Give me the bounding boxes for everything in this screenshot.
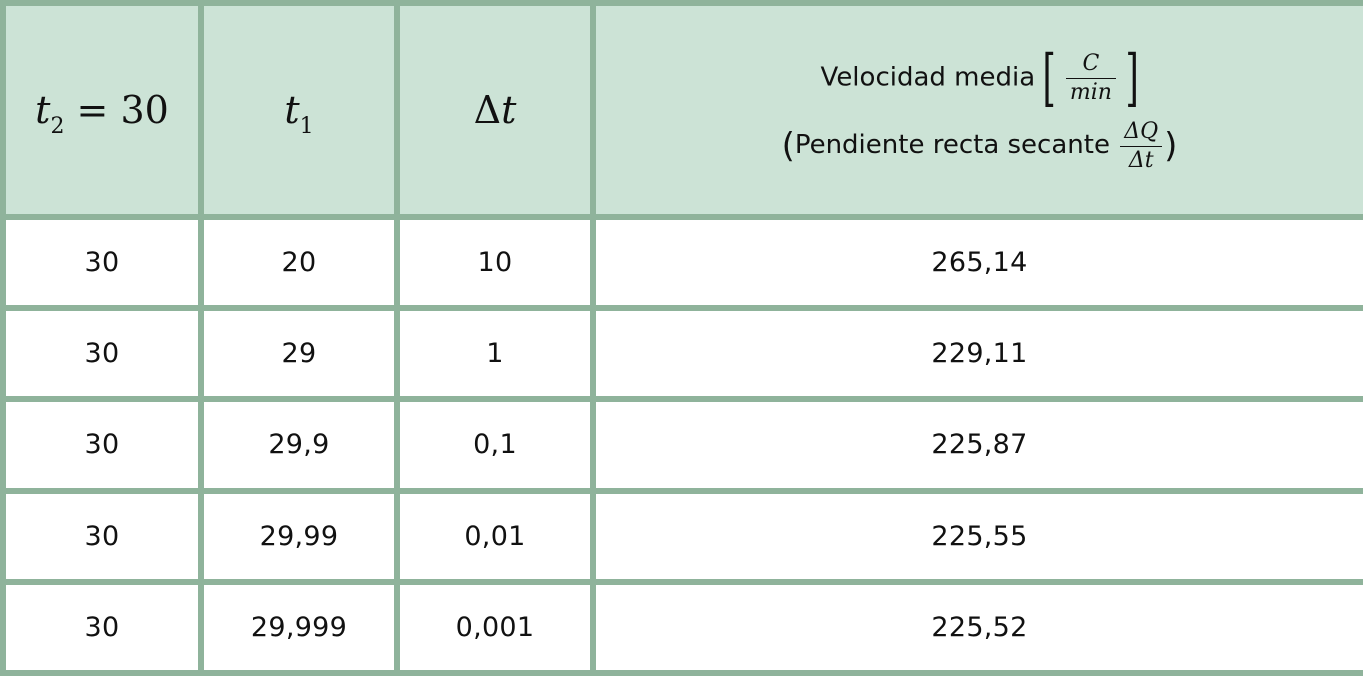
cell-t2: 30 bbox=[0, 487, 204, 585]
cell-t1: 29 bbox=[198, 305, 400, 403]
right-bracket: ] bbox=[1125, 41, 1139, 115]
cell-delta-t: 0,01 bbox=[394, 487, 596, 585]
cell-delta-t: 0,001 bbox=[394, 578, 596, 676]
header-t1: t1 bbox=[198, 0, 400, 220]
t1-symbol: t bbox=[284, 88, 300, 132]
t2-symbol: t bbox=[35, 88, 51, 132]
cell-t2: 30 bbox=[0, 578, 204, 676]
header-row: t2 = 30 t1 Δt Vel bbox=[0, 0, 1363, 220]
cell-velocity: 225,55 bbox=[590, 487, 1363, 585]
cell-delta-t: 10 bbox=[394, 213, 596, 312]
unit-denominator: min bbox=[1069, 79, 1112, 105]
cell-t2: 30 bbox=[0, 396, 204, 494]
cell-velocity: 229,11 bbox=[590, 305, 1363, 403]
delta-t-var: t bbox=[501, 88, 517, 132]
t2-value: = 30 bbox=[76, 88, 169, 132]
table-row: 30 20 10 265,14 bbox=[0, 213, 1363, 312]
cell-delta-t: 1 bbox=[394, 305, 596, 403]
cell-t2: 30 bbox=[0, 213, 204, 312]
table-row: 30 29 1 229,11 bbox=[0, 305, 1363, 403]
left-bracket: [ bbox=[1042, 41, 1057, 115]
cell-t1: 29,9 bbox=[198, 396, 400, 494]
header-delta-t: Δt bbox=[394, 0, 596, 220]
header-t2: t2 = 30 bbox=[0, 0, 204, 220]
left-paren: ( bbox=[781, 126, 795, 166]
right-paren: ) bbox=[1164, 126, 1178, 166]
table-row: 30 29,9 0,1 225,87 bbox=[0, 396, 1363, 494]
delta-symbol: Δ bbox=[473, 88, 502, 132]
velocity-label: Velocidad media bbox=[820, 62, 1036, 93]
cell-t1: 29,99 bbox=[198, 487, 400, 585]
cell-velocity: 225,52 bbox=[590, 578, 1363, 676]
cell-t1: 29,999 bbox=[198, 578, 400, 676]
table-row: 30 29,999 0,001 225,52 bbox=[0, 578, 1363, 676]
unit-fraction: C min bbox=[1065, 51, 1116, 105]
slope-fraction: ΔQ Δt bbox=[1120, 119, 1163, 173]
secant-label: Pendiente recta secante bbox=[794, 130, 1110, 161]
header-velocity: Velocidad media [ C min ] (Pendiente rec… bbox=[590, 0, 1363, 220]
slope-numerator: ΔQ bbox=[1120, 119, 1163, 147]
cell-velocity: 225,87 bbox=[590, 396, 1363, 494]
t2-subscript: 2 bbox=[50, 114, 65, 139]
slope-denominator: Δt bbox=[1128, 147, 1154, 173]
cell-delta-t: 0,1 bbox=[394, 396, 596, 494]
cell-t2: 30 bbox=[0, 305, 204, 403]
table-row: 30 29,99 0,01 225,55 bbox=[0, 487, 1363, 585]
t1-subscript: 1 bbox=[299, 114, 314, 139]
cell-t1: 20 bbox=[198, 213, 400, 312]
cell-velocity: 265,14 bbox=[590, 213, 1363, 312]
unit-numerator: C bbox=[1065, 51, 1116, 79]
